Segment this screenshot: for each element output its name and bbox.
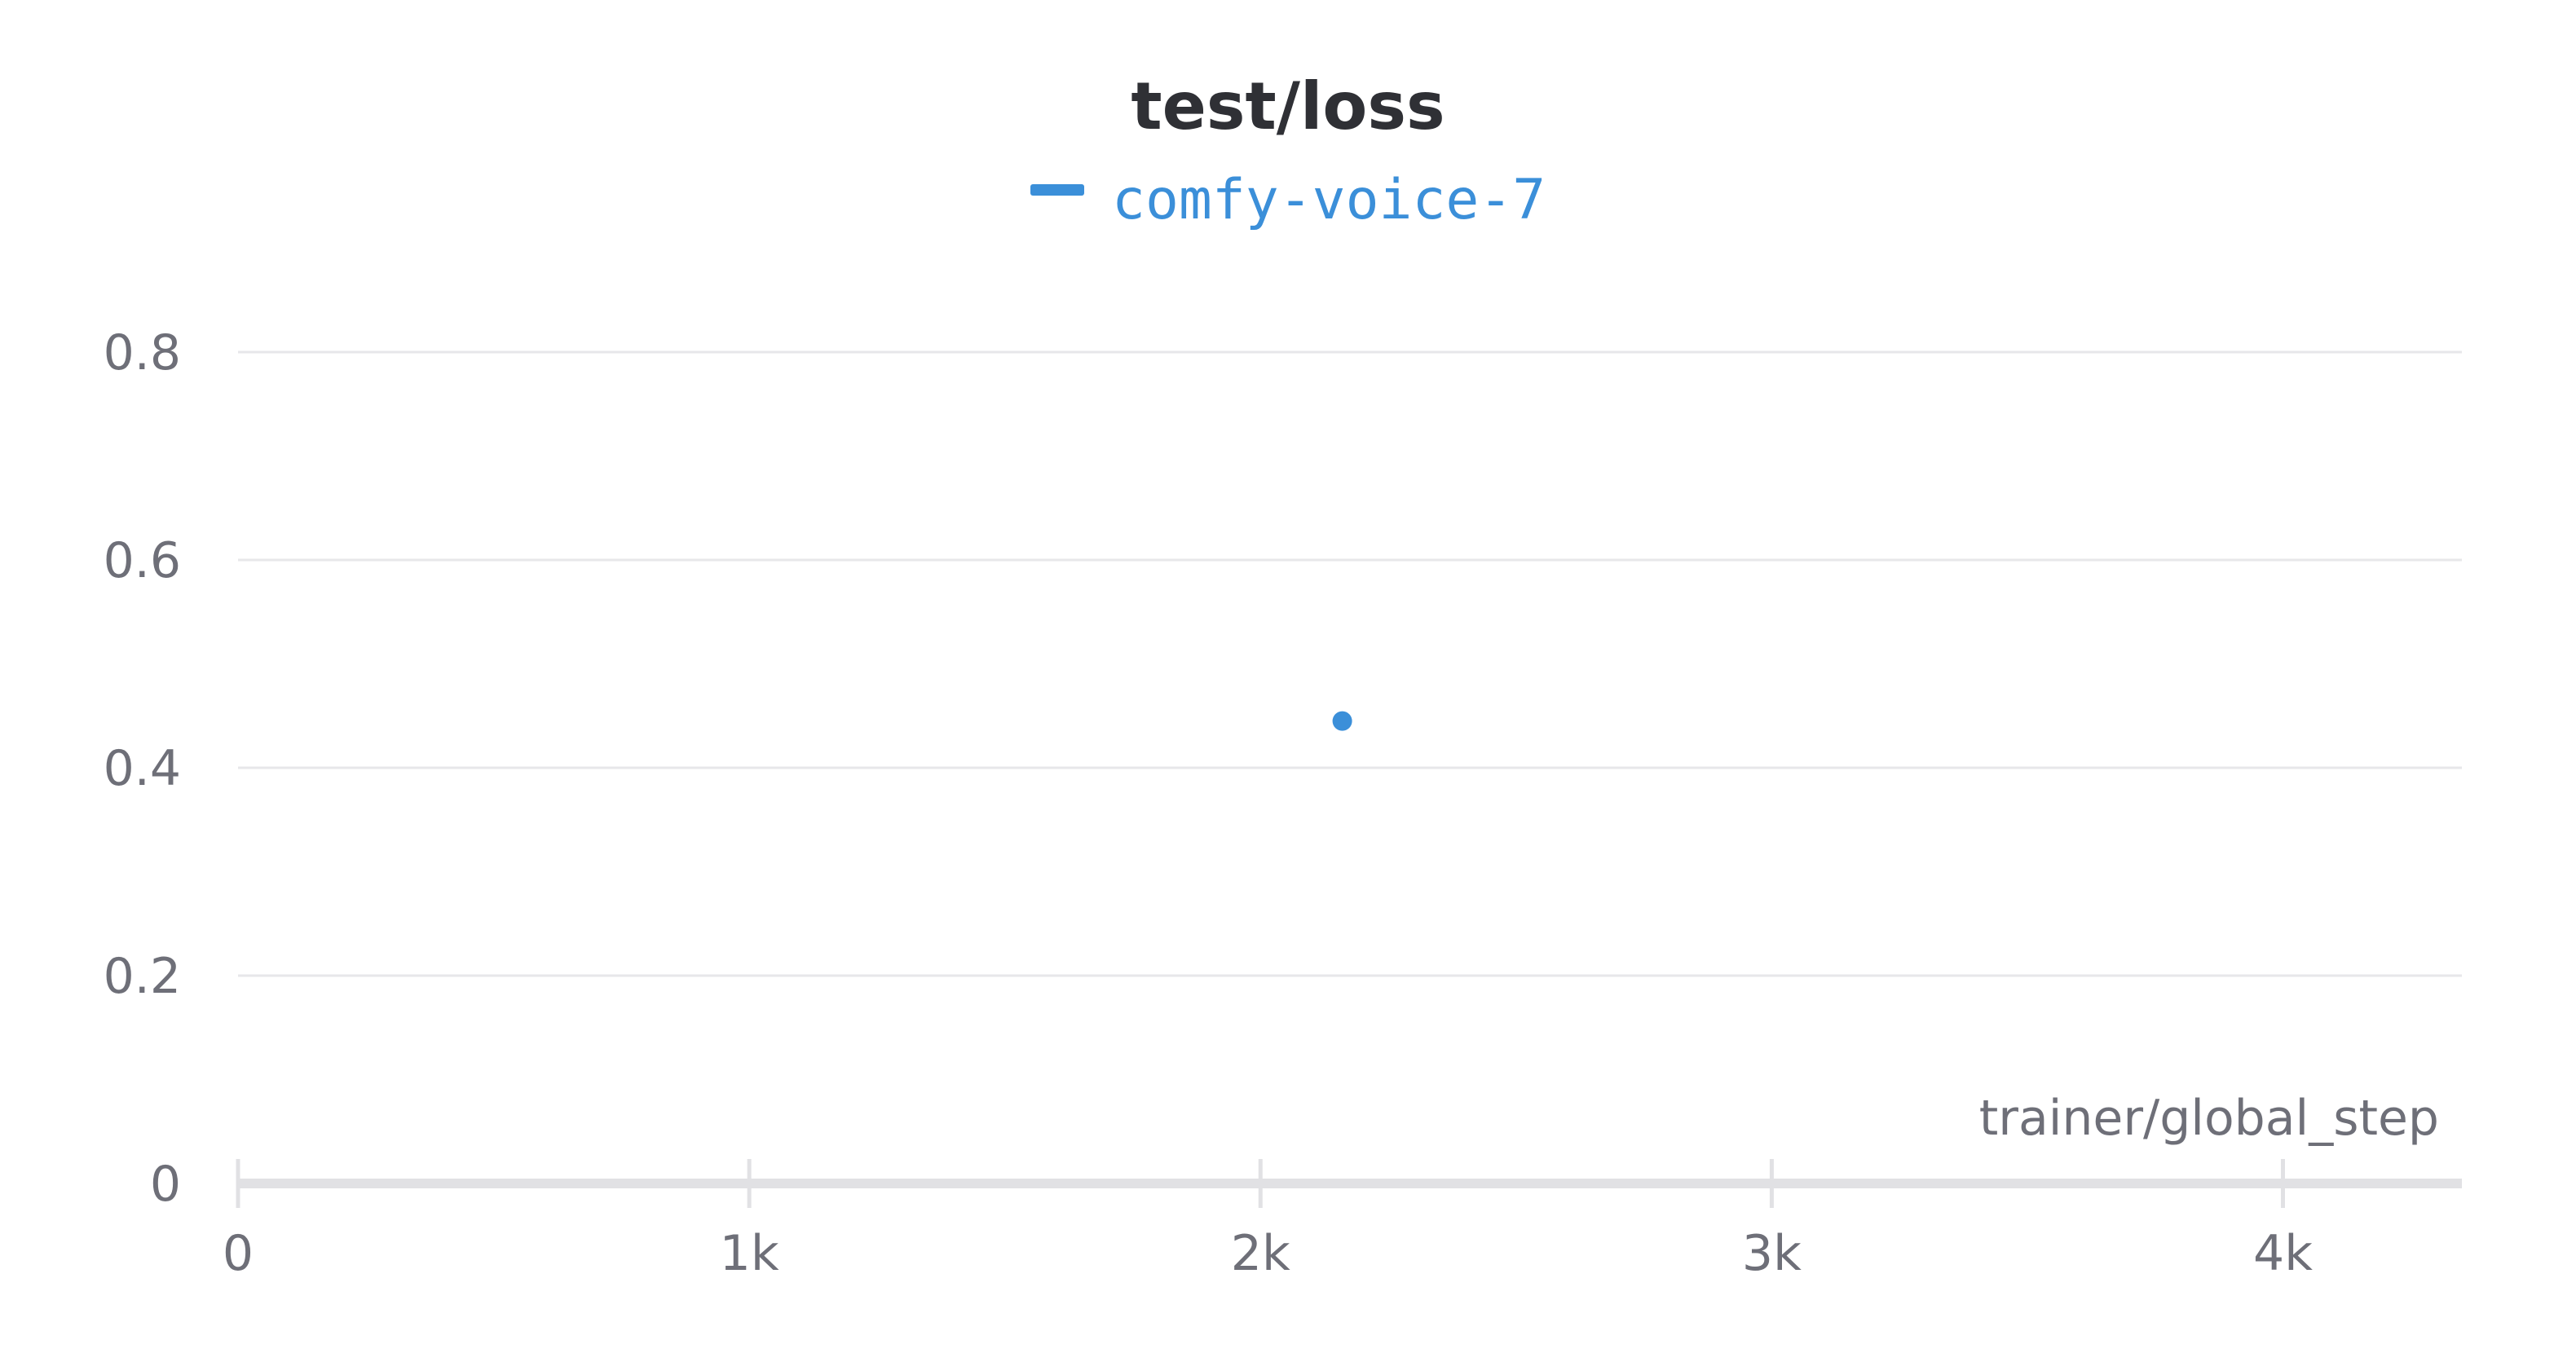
y-axis-tick-labels: 0 0.2 0.4 0.6 0.8 <box>104 324 181 1213</box>
legend-label: comfy-voice-7 <box>1112 168 1546 232</box>
data-point[interactable] <box>1332 711 1352 731</box>
y-tick-label: 0.6 <box>104 532 181 589</box>
x-tick-label: 3k <box>1742 1225 1802 1282</box>
x-axis: 0 1k 2k 3k 4k <box>223 1159 2462 1282</box>
x-tick-label: 2k <box>1231 1225 1290 1282</box>
x-tick-label: 0 <box>223 1225 254 1282</box>
gridlines <box>238 350 2462 977</box>
x-tick-label: 1k <box>720 1225 779 1282</box>
chart-title: test/loss <box>1131 68 1445 144</box>
y-tick-label: 0.4 <box>104 740 181 797</box>
data-points <box>1332 711 1352 731</box>
y-tick-label: 0 <box>150 1156 181 1213</box>
legend[interactable]: comfy-voice-7 <box>1030 168 1546 232</box>
x-tick-label: 4k <box>2253 1225 2313 1282</box>
y-tick-label: 0.2 <box>104 948 181 1005</box>
legend-swatch <box>1030 184 1084 196</box>
y-tick-label: 0.8 <box>104 324 181 381</box>
x-axis-title: trainer/global_step <box>1979 1090 2439 1147</box>
